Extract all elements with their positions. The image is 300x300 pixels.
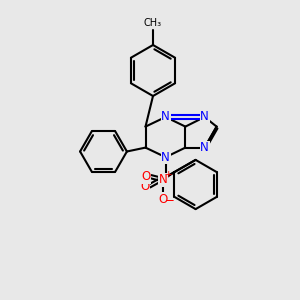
Text: CH₃: CH₃ (144, 18, 162, 28)
Text: O: O (140, 179, 149, 193)
Text: N: N (200, 110, 209, 124)
Text: −: − (165, 194, 174, 207)
Text: N: N (161, 110, 170, 124)
Text: N: N (158, 173, 167, 186)
Text: N: N (161, 151, 170, 164)
Text: +: + (164, 170, 172, 179)
Text: N: N (200, 141, 209, 154)
Text: O: O (141, 170, 150, 183)
Text: O: O (158, 193, 167, 206)
